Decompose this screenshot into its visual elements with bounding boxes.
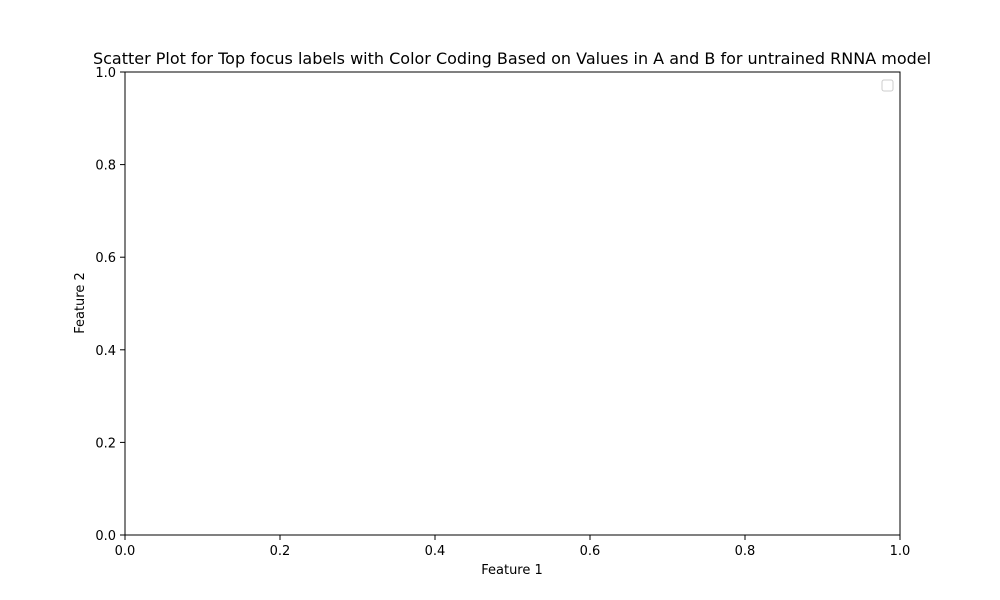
y-axis-label: Feature 2: [73, 272, 88, 334]
y-tick-label: 0.8: [95, 159, 116, 174]
x-tick-label: 0.8: [735, 544, 756, 559]
x-axis-ticks: 0.0 0.2 0.4 0.6 0.8 1.0: [115, 535, 911, 559]
y-tick-label: 0.6: [95, 251, 116, 266]
x-tick-label: 0.2: [270, 544, 291, 559]
y-tick-label: 0.0: [95, 529, 116, 544]
y-tick-label: 1.0: [95, 66, 116, 81]
chart-title: Scatter Plot for Top focus labels with C…: [93, 49, 931, 68]
plot-frame: [124, 71, 901, 536]
y-tick-label: 0.2: [95, 436, 116, 451]
y-tick-label: 0.4: [95, 344, 116, 359]
legend: [881, 79, 894, 92]
y-axis-ticks: 0.0 0.2 0.4 0.6 0.8 1.0: [95, 66, 125, 544]
legend-box: [881, 79, 894, 92]
plot-area: 0.0 0.2 0.4 0.6 0.8 1.0 0.0 0.2 0.4 0.6 0.8 1.0: [95, 66, 910, 559]
x-tick-label: 0.0: [115, 544, 136, 559]
x-tick-label: 0.6: [580, 544, 601, 559]
x-axis-label: Feature 1: [481, 563, 543, 578]
x-tick-label: 1.0: [890, 544, 911, 559]
x-tick-label: 0.4: [425, 544, 446, 559]
